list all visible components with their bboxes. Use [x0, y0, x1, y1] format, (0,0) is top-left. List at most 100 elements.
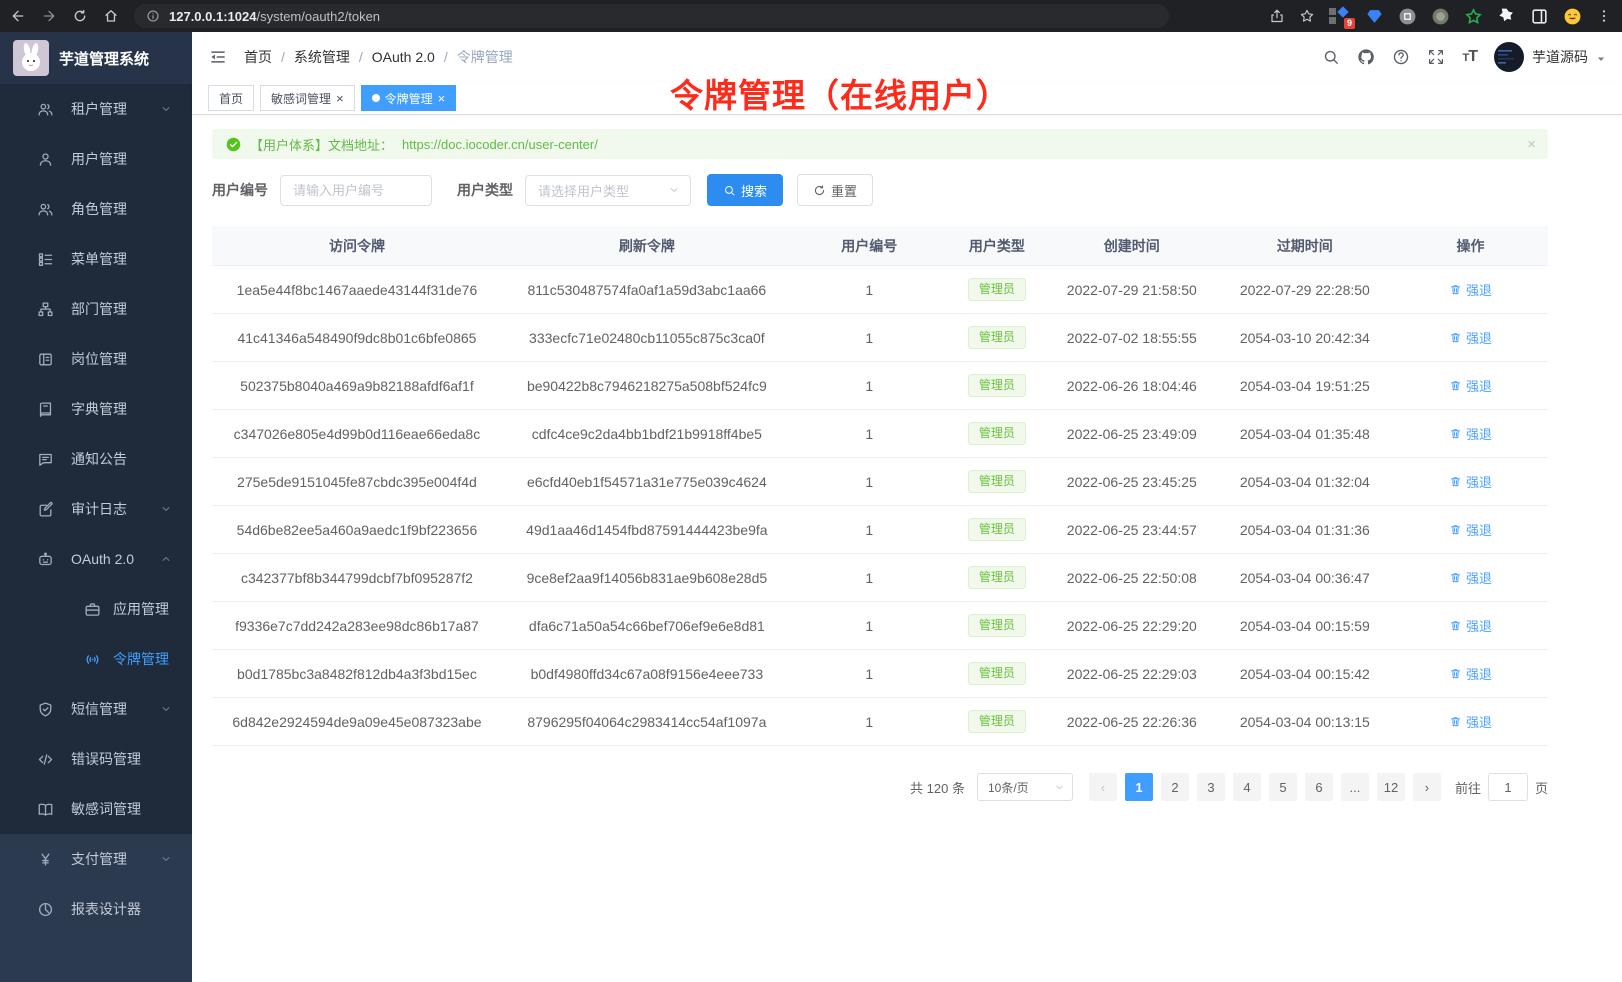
cell-access-token: 6d842e2924594de9a09e45e087323abe [232, 713, 482, 730]
breadcrumb-item[interactable]: 系统管理 [293, 49, 350, 65]
sidebar-item-pay[interactable]: 支付管理 [0, 834, 192, 884]
close-icon[interactable]: × [437, 90, 446, 106]
close-icon[interactable]: × [1527, 135, 1536, 153]
cell-user-type: 管理员 [947, 470, 1047, 493]
app-logo-icon [13, 40, 49, 76]
user-type-select[interactable]: 请选择用户类型 [525, 174, 691, 206]
sidebar-menu: 租户管理 用户管理 角色管理 菜单管理 部门管理 岗位管理字典管理通知公告 审计日志 OAut… [0, 84, 192, 982]
breadcrumb-item[interactable]: OAuth 2.0 [371, 49, 435, 65]
app-icon [84, 601, 101, 618]
sidebar-item-post[interactable]: 岗位管理 [0, 334, 192, 384]
green-star-extension-icon[interactable] [1464, 7, 1483, 26]
sidebar-item-oauth2-app[interactable]: 应用管理 [0, 584, 192, 634]
sidebar-item-user[interactable]: 用户管理 [0, 134, 192, 184]
gem-extension-icon[interactable] [1365, 7, 1384, 26]
fontsize-icon[interactable]: TT [1462, 48, 1477, 65]
search-button[interactable]: 搜索 [707, 174, 784, 206]
sidebar-item-sms[interactable]: 短信管理 [0, 684, 192, 734]
sidebar-item-audit[interactable]: 审计日志 [0, 484, 192, 534]
page-size-select[interactable]: 10条/页 [976, 773, 1073, 801]
user-menu[interactable]: 芋道源码 [1494, 42, 1606, 72]
cell-refresh-token: 811c530487574fa0af1a59d3abc1aa66 [527, 281, 767, 298]
fullscreen-icon[interactable] [1427, 48, 1445, 66]
top-navbar: 首页 / 系统管理 / OAuth 2.0 / 令牌管理 TT 芋道源码 [192, 32, 1622, 82]
token-icon [84, 651, 101, 668]
sidebar-item-notice[interactable]: 通知公告 [0, 434, 192, 484]
force-logout-link[interactable]: 强退 [1449, 280, 1492, 299]
search-icon[interactable] [1322, 48, 1340, 66]
cell-expire-time: 2054-03-04 00:36:47 [1239, 569, 1370, 586]
page-button-4[interactable]: 4 [1232, 773, 1261, 801]
force-logout-link[interactable]: 强退 [1449, 328, 1492, 347]
prev-page-button[interactable]: ‹ [1088, 773, 1117, 801]
cell-access-token: b0d1785bc3a8482f812db4a3f3bd15ec [237, 665, 477, 682]
bookmark-star-icon[interactable] [1299, 8, 1315, 24]
hamburger-fold-icon[interactable] [208, 47, 228, 67]
page-button-1[interactable]: 1 [1124, 773, 1153, 801]
side-panel-icon[interactable] [1530, 7, 1549, 26]
command-extension-icon[interactable] [1398, 7, 1417, 26]
sidebar-item-dept[interactable]: 部门管理 [0, 284, 192, 334]
user-id-input[interactable] [280, 174, 432, 206]
sidebar-item-report[interactable]: 报表设计器 [0, 884, 192, 934]
page-ellipsis[interactable]: ... [1340, 773, 1369, 801]
reload-icon[interactable] [72, 8, 88, 24]
tab-token[interactable]: 令牌管理 × [360, 85, 457, 111]
page-button-5[interactable]: 5 [1268, 773, 1297, 801]
force-logout-link[interactable]: 强退 [1449, 712, 1492, 731]
share-icon[interactable] [1269, 8, 1285, 24]
sidebar-item-label: 字典管理 [71, 401, 127, 417]
user-type-label: 用户类型 [457, 182, 513, 198]
force-logout-link[interactable]: 强退 [1449, 664, 1492, 683]
white-shape-extension-icon[interactable] [1497, 7, 1516, 26]
app-logo[interactable]: 芋道管理系统 [0, 32, 192, 84]
page-button-2[interactable]: 2 [1160, 773, 1189, 801]
sidebar-item-role[interactable]: 角色管理 [0, 184, 192, 234]
doc-link[interactable]: https://doc.iocoder.cn/user-center/ [402, 136, 598, 152]
sidebar-item-oauth2[interactable]: OAuth 2.0 [0, 534, 192, 584]
cell-create-time: 2022-06-25 23:45:25 [1066, 473, 1197, 490]
goto-page-input[interactable] [1487, 773, 1528, 801]
sidebar-item-errcode[interactable]: 错误码管理 [0, 734, 192, 784]
force-logout-label: 强退 [1465, 331, 1492, 346]
emoji-profile-icon[interactable] [1563, 7, 1582, 26]
info-icon[interactable] [146, 9, 160, 23]
force-logout-link[interactable]: 强退 [1449, 376, 1492, 395]
breadcrumb-item[interactable]: 首页 [244, 49, 272, 65]
cell-action: 强退 [1393, 616, 1548, 635]
force-logout-link[interactable]: 强退 [1449, 616, 1492, 635]
tab-sensitive-word[interactable]: 敏感词管理 × [260, 85, 355, 111]
record-extension-icon[interactable] [1431, 7, 1450, 26]
sidebar-item-tenant[interactable]: 租户管理 [0, 84, 192, 134]
extensions-icon[interactable]: 9 [1329, 6, 1355, 29]
sidebar-item-label: 错误码管理 [71, 751, 141, 767]
page-button-12[interactable]: 12 [1376, 773, 1405, 801]
tab-home[interactable]: 首页 [208, 85, 255, 111]
sidebar-item-sensitive[interactable]: 敏感词管理 [0, 784, 192, 834]
avatar [1494, 42, 1524, 72]
page-button-6[interactable]: 6 [1304, 773, 1333, 801]
sidebar-item-oauth2-token[interactable]: 令牌管理 [0, 634, 192, 684]
address-bar[interactable]: 127.0.0.1:1024/system/oauth2/token [134, 4, 1169, 28]
forward-icon[interactable] [41, 8, 57, 24]
force-logout-link[interactable]: 强退 [1449, 472, 1492, 491]
table-row: c342377bf8b344799dcbf7bf095287f2 9ce8ef2a… [212, 554, 1548, 602]
force-logout-link[interactable]: 强退 [1449, 568, 1492, 587]
github-icon[interactable] [1357, 48, 1375, 66]
help-icon[interactable] [1392, 48, 1410, 66]
cell-action: 强退 [1393, 376, 1548, 395]
more-vertical-icon[interactable] [1596, 8, 1612, 24]
tab-label: 令牌管理 [384, 91, 433, 106]
next-page-button[interactable]: › [1412, 773, 1441, 801]
force-logout-label: 强退 [1465, 523, 1492, 538]
back-icon[interactable] [10, 8, 26, 24]
sidebar-item-menu[interactable]: 菜单管理 [0, 234, 192, 284]
home-icon[interactable] [103, 8, 119, 24]
sidebar-item-dict[interactable]: 字典管理 [0, 384, 192, 434]
close-icon[interactable]: × [336, 90, 344, 106]
page-button-3[interactable]: 3 [1196, 773, 1225, 801]
force-logout-link[interactable]: 强退 [1449, 424, 1492, 443]
force-logout-link[interactable]: 强退 [1449, 520, 1492, 539]
cell-access-token: f9336e7c7dd242a283ee98dc86b17a87 [235, 617, 479, 634]
reset-button[interactable]: 重置 [797, 174, 874, 206]
